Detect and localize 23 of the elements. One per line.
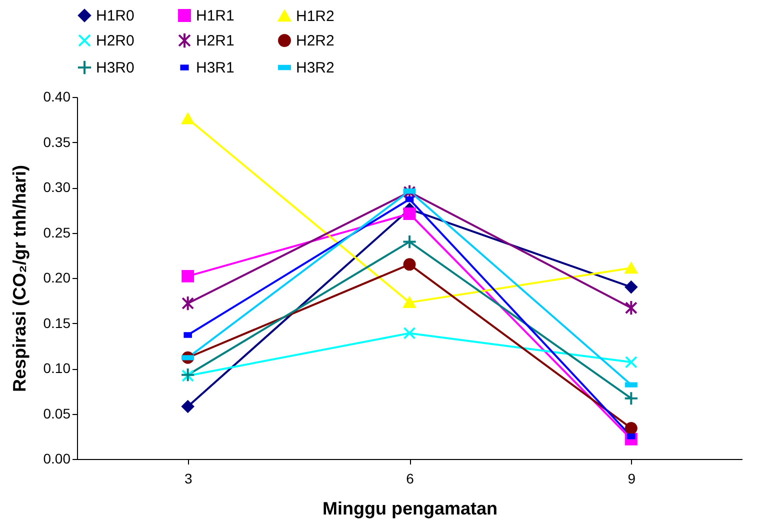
x-tick-label: 9 [628, 470, 636, 486]
legend-label: H3R1 [196, 60, 234, 76]
y-tick-label: 0.25 [43, 224, 71, 240]
y-tick-label: 0.35 [43, 134, 71, 150]
x-axis-title: Minggu pengamatan [322, 498, 498, 518]
y-tick-label: 0.15 [43, 314, 71, 331]
legend-label: H2R2 [296, 32, 334, 50]
y-tick-label: 0.30 [43, 179, 71, 195]
y-tick-label: 0.10 [43, 360, 71, 376]
x-tick-label: 3 [184, 470, 192, 486]
y-tick-label: 0.20 [43, 270, 71, 286]
y-tick-label: 0.00 [43, 450, 71, 466]
legend-label: H1R2 [296, 8, 334, 25]
legend-label: H1R1 [196, 8, 234, 25]
legend-label: H3R0 [96, 60, 134, 76]
y-axis-title: Respirasi (CO₂/gr tnh/hari) [9, 164, 30, 392]
legend-label: H3R2 [296, 60, 334, 76]
legend-label: H2R0 [96, 32, 134, 50]
legend-label: H2R1 [196, 32, 234, 50]
legend-label: H1R0 [96, 8, 134, 25]
y-tick-label: 0.05 [43, 405, 71, 422]
x-tick-label: 6 [406, 470, 414, 486]
y-tick-label: 0.40 [43, 88, 71, 104]
